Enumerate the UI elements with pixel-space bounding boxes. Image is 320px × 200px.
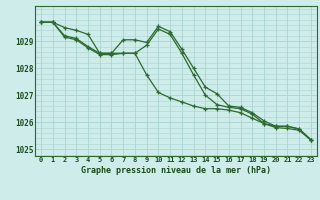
X-axis label: Graphe pression niveau de la mer (hPa): Graphe pression niveau de la mer (hPa)	[81, 166, 271, 175]
